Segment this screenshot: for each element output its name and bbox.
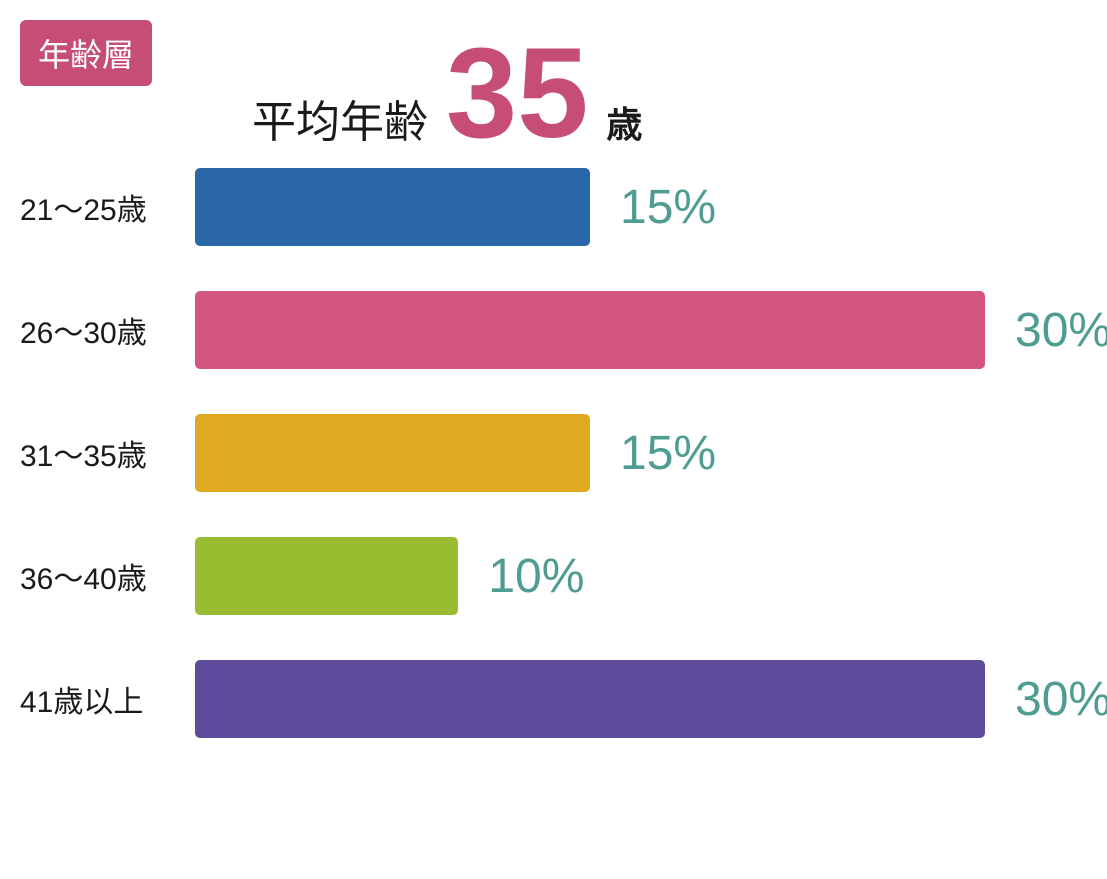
bar-track: [195, 291, 985, 369]
bar-value: 30%: [1015, 303, 1107, 358]
bar-row: 31〜35歳 15%: [20, 414, 1087, 492]
bar-fill: [195, 168, 590, 246]
bar-fill: [195, 537, 458, 615]
age-bar-chart: 21〜25歳 15% 26〜30歳30% 31〜35歳 15% 36〜40歳 10% 41歳以…: [20, 168, 1087, 738]
bar-value: 15%: [620, 180, 716, 235]
bar-fill: [195, 414, 590, 492]
bar-label: 36〜40歳: [20, 554, 195, 598]
bar-label: 31〜35歳: [20, 431, 195, 475]
bar-value: 15%: [620, 426, 716, 481]
bar-label: 21〜25歳: [20, 185, 195, 229]
bar-value: 10%: [488, 549, 584, 604]
bar-value: 30%: [1015, 672, 1107, 727]
bar-row: 41歳以上30%: [20, 660, 1087, 738]
bar-row: 26〜30歳30%: [20, 291, 1087, 369]
bar-fill: [195, 660, 985, 738]
category-badge: 年齢層: [20, 20, 152, 86]
bar-row: 21〜25歳 15%: [20, 168, 1087, 246]
bar-track: [195, 414, 590, 492]
header: 年齢層 平均年齢 35 歳: [20, 20, 1087, 158]
average-suffix: 歳: [606, 96, 642, 148]
average-age-block: 平均年齢 35 歳: [252, 30, 642, 158]
bar-label: 41歳以上: [20, 677, 195, 721]
bar-label: 26〜30歳: [20, 308, 195, 352]
bar-track: [195, 168, 590, 246]
bar-fill: [195, 291, 985, 369]
bar-track: [195, 660, 985, 738]
average-label: 平均年齢: [252, 86, 428, 150]
bar-track: [195, 537, 458, 615]
average-value: 35: [446, 30, 588, 158]
bar-row: 36〜40歳 10%: [20, 537, 1087, 615]
